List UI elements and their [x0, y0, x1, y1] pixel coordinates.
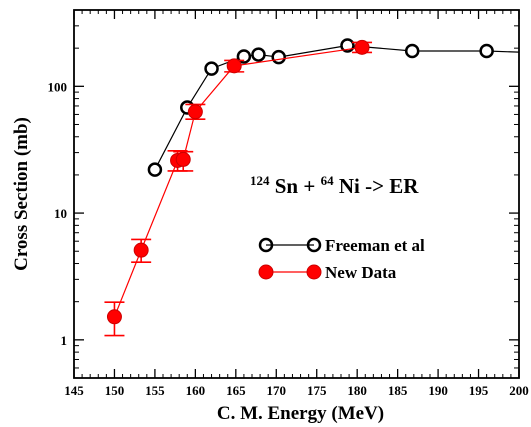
x-axis-title: C. M. Energy (MeV) [217, 403, 384, 424]
x-tick-label: 185 [388, 383, 408, 398]
y-tick-label: 100 [48, 79, 68, 94]
annotation-element-1: Sn + [275, 174, 321, 198]
x-tick-label: 190 [428, 383, 448, 398]
x-tick-label: 170 [267, 383, 287, 398]
data-point-new-data [133, 242, 149, 258]
series-line-freeman [154, 44, 519, 170]
x-tick-label: 150 [105, 383, 125, 398]
annotation-mass-number-1: 124 [250, 173, 270, 188]
legend-marker-freeman [258, 237, 274, 253]
data-point-freeman [251, 47, 266, 62]
y-tick-label: 1 [61, 333, 68, 348]
legend-marker-new-data [306, 264, 322, 280]
data-point-freeman [204, 61, 219, 76]
data-point-new-data [175, 151, 191, 167]
annotation-element-2: Ni -> ER [339, 174, 419, 198]
x-tick-label: 145 [64, 383, 84, 398]
data-point-freeman [236, 49, 252, 64]
x-tick-label: 180 [347, 383, 367, 398]
legend: Freeman et al New Data [258, 236, 425, 282]
data-point-new-data [226, 58, 242, 74]
x-tick-label: 155 [145, 383, 165, 398]
x-tick-label: 175 [307, 383, 327, 398]
reaction-annotation: 124 Sn + 64 Ni -> ER [250, 166, 419, 198]
x-tick-label: 200 [509, 383, 529, 398]
annotation-mass-number-2: 64 [321, 173, 335, 188]
legend-label-freeman: Freeman et al [325, 236, 425, 255]
plot-content [104, 38, 531, 337]
legend-marker-new-data [258, 264, 274, 280]
legend-label-new-data: New Data [325, 263, 397, 282]
legend-item-new-data: New Data [258, 263, 397, 282]
legend-marker-freeman [306, 237, 322, 253]
data-point-freeman [147, 162, 163, 177]
y-axis-title: Cross Section (mb) [11, 117, 32, 271]
data-point-freeman [404, 43, 420, 59]
y-tick-label: 10 [54, 206, 67, 221]
data-point-freeman [521, 46, 531, 58]
data-point-freeman [271, 49, 286, 65]
data-point-new-data [187, 104, 203, 120]
data-point-new-data [106, 309, 122, 325]
legend-item-freeman: Freeman et al [258, 236, 425, 255]
axis-ticks: 145 150 155 160 165 170 175 180 185 190 195 200 1 10 1… [48, 9, 529, 398]
data-point-new-data [354, 39, 370, 55]
x-tick-label: 195 [469, 383, 489, 398]
x-tick-label: 165 [226, 383, 246, 398]
plot-frame [73, 9, 520, 379]
x-tick-label: 160 [186, 383, 206, 398]
data-point-freeman [479, 43, 494, 59]
